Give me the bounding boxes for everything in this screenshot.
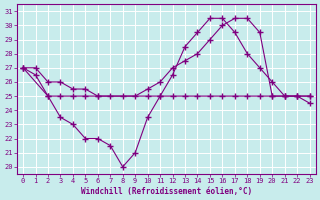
X-axis label: Windchill (Refroidissement éolien,°C): Windchill (Refroidissement éolien,°C) — [81, 187, 252, 196]
